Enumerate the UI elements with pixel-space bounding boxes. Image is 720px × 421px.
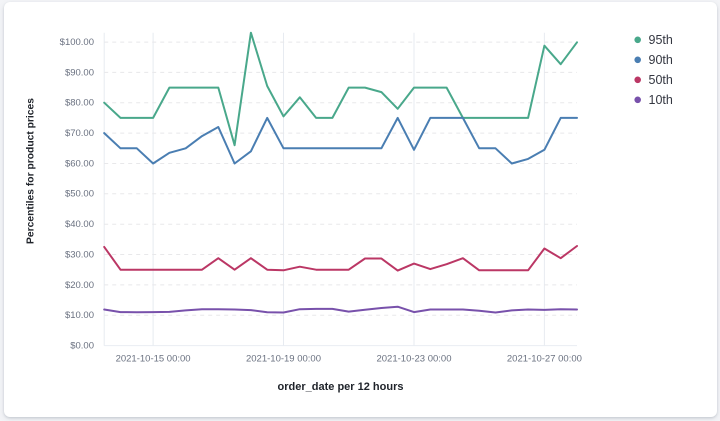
svg-text:$0.00: $0.00 [70,341,94,352]
svg-text:$20.00: $20.00 [65,280,94,291]
svg-text:2021-10-23 00:00: 2021-10-23 00:00 [376,354,451,365]
svg-text:50th: 50th [649,73,673,87]
svg-text:$30.00: $30.00 [65,249,94,260]
svg-text:order_date per 12 hours: order_date per 12 hours [278,381,404,393]
svg-text:$10.00: $10.00 [65,310,94,321]
svg-text:2021-10-15 00:00: 2021-10-15 00:00 [116,354,191,365]
svg-text:$70.00: $70.00 [65,128,94,139]
svg-text:Percentiles for product prices: Percentiles for product prices [26,98,37,244]
svg-text:90th: 90th [649,53,673,67]
svg-text:2021-10-27 00:00: 2021-10-27 00:00 [507,354,582,365]
svg-text:95th: 95th [649,33,673,47]
svg-text:$60.00: $60.00 [65,158,94,169]
svg-text:10th: 10th [649,93,673,107]
svg-text:$90.00: $90.00 [65,67,94,78]
svg-text:$50.00: $50.00 [65,189,94,200]
svg-text:2021-10-19 00:00: 2021-10-19 00:00 [246,354,321,365]
svg-text:$40.00: $40.00 [65,219,94,230]
svg-text:$100.00: $100.00 [60,37,94,48]
svg-text:$80.00: $80.00 [65,98,94,109]
